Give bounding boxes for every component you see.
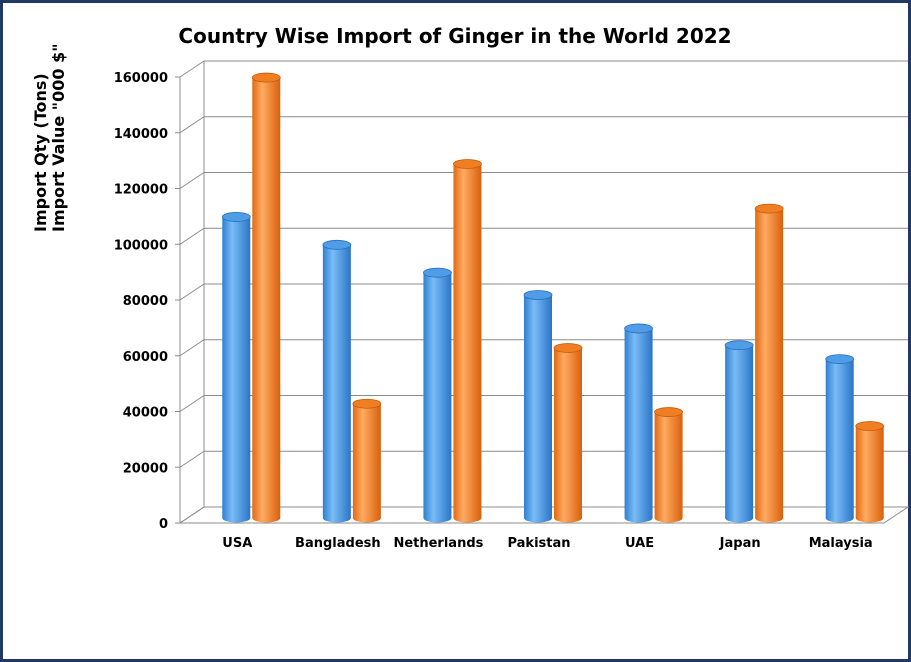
bar-body [453, 163, 482, 519]
category-label-5: Japan [719, 536, 761, 551]
gridline-side [179, 506, 205, 524]
category-label-3: Pakistan [507, 536, 570, 551]
bar-japan-series-2 [754, 203, 784, 523]
bar-usa-series-2 [251, 72, 281, 523]
bar-cap [523, 290, 553, 300]
bar-japan-series-1 [724, 340, 754, 523]
bar-cap [825, 354, 855, 365]
bar-body [352, 403, 381, 518]
y-tick-label: 160000 [114, 71, 168, 86]
bar-cap [553, 343, 583, 353]
bar-base [524, 513, 552, 523]
category-label-0: USA [222, 536, 252, 551]
gridline-side [179, 60, 205, 78]
bar-body [322, 244, 351, 518]
bar-body [222, 216, 251, 518]
grid-lines [178, 60, 910, 524]
bar-body [825, 359, 854, 518]
bar-pakistan-series-1 [523, 290, 553, 523]
bar-cap [754, 203, 784, 214]
y-axis: 0 20000 40000 60000 80000 100000 120000 140000 1… [114, 71, 181, 532]
bar-cap [322, 239, 352, 250]
y-tick-label: 20000 [123, 461, 168, 476]
bar-uae-series-2 [654, 407, 683, 523]
bar-cap [624, 323, 653, 334]
bar-base [825, 513, 854, 523]
bar-cap [654, 407, 683, 417]
bar-pakistan-series-2 [553, 343, 583, 523]
gridline-side [179, 450, 205, 468]
category-labels: USA Bangladesh Netherlands Pakistan UAE Japan… [222, 536, 872, 551]
bar-base [725, 513, 754, 523]
bar-body [755, 208, 784, 518]
bar-body [654, 412, 683, 518]
bar-malaysia-series-2 [855, 421, 885, 523]
bar-cap [453, 159, 482, 169]
bar-body [524, 295, 552, 518]
category-label-4: UAE [625, 536, 654, 551]
bar-base [252, 513, 281, 523]
bar-base [654, 513, 683, 523]
y-axis-title-line-1: Import Qty (Tons) [31, 73, 50, 232]
bar-bangladesh-series-2 [352, 398, 382, 523]
bar-base [453, 513, 482, 523]
category-label-6: Malaysia [809, 536, 873, 551]
bar-body [855, 426, 884, 518]
y-tick-label: 120000 [114, 183, 168, 198]
y-tick-label: 100000 [114, 238, 168, 253]
bar-uae-series-1 [624, 323, 653, 523]
bar-netherlands-series-2 [453, 159, 482, 523]
gridline-side [179, 116, 205, 134]
bar-cap [423, 267, 452, 278]
bar-body [624, 328, 653, 518]
bar-cap [221, 212, 251, 222]
bar-cap [724, 340, 754, 351]
bar-base [554, 513, 582, 523]
bar-body [252, 77, 281, 518]
bar-body [423, 272, 452, 518]
bar-cap [251, 72, 281, 83]
category-label-2: Netherlands [393, 536, 483, 551]
chart-title: Country Wise Import of Ginger in the Wor… [178, 24, 731, 48]
bar-body [725, 345, 754, 518]
bar-netherlands-series-1 [423, 267, 452, 523]
bar-malaysia-series-1 [825, 354, 855, 523]
bar-base [352, 513, 381, 523]
bar-base [423, 513, 452, 523]
gridline-side [179, 283, 205, 301]
gridline-side [179, 227, 205, 245]
bars [221, 72, 885, 523]
bar-base [755, 513, 784, 523]
bar-cap [352, 398, 382, 409]
y-tick-label: 40000 [123, 406, 168, 421]
bar-cap [855, 421, 885, 431]
bar-bangladesh-series-1 [322, 239, 352, 523]
bar-body [554, 347, 582, 518]
gridline-side [179, 339, 205, 357]
gridline-side [179, 172, 205, 189]
bar-base [222, 513, 251, 523]
y-tick-label: 140000 [114, 127, 168, 142]
category-label-1: Bangladesh [295, 536, 381, 551]
bar-base [322, 513, 351, 523]
bar-base [855, 513, 884, 523]
bar-usa-series-1 [221, 212, 251, 523]
y-axis-title: Import Qty (Tons) Import Value "000 $" [31, 43, 68, 232]
gridline-side [179, 395, 205, 412]
y-tick-label: 80000 [123, 294, 168, 309]
bar-base [624, 513, 653, 523]
y-tick-label: 60000 [123, 350, 168, 365]
y-axis-title-line-2: Import Value "000 $" [49, 43, 68, 232]
y-tick-label: 0 [159, 517, 168, 532]
